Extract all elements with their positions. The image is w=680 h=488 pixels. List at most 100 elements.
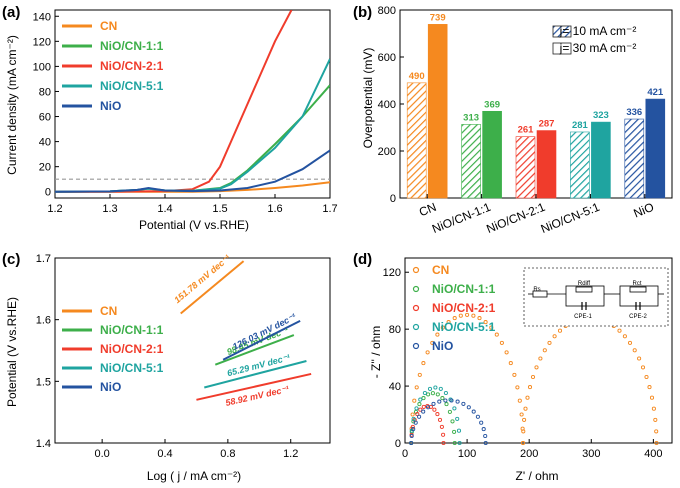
panel-d-point (632, 348, 637, 353)
panel-d-point (654, 440, 659, 446)
panel-d-point (517, 398, 522, 403)
panel-d-point (413, 420, 418, 425)
panel-d-point (421, 361, 426, 366)
panel-a-legend-nio: NiO (100, 99, 121, 113)
panel-d-point (452, 440, 457, 446)
panel-d-point (417, 414, 422, 419)
panel-d-point (523, 406, 528, 411)
panel-b-value-label: 281 (572, 120, 589, 131)
panel-d-point (481, 427, 486, 432)
panel-d-point (527, 385, 533, 390)
panel-d-point (418, 407, 423, 412)
panel-d-ylabel: - Z'' / ohm (369, 326, 383, 379)
panel-d-point (430, 391, 435, 396)
panel-c-legend-nio-cn-2-1: NiO/CN-2:1 (100, 342, 164, 356)
panel-b-label: (b) (353, 4, 372, 21)
panel-c-xlabel: Log ( j / mA cm⁻²) (147, 469, 241, 483)
inset-rct-label: Rct (633, 281, 642, 287)
panel-d-point (440, 325, 445, 330)
panel-d-point (418, 397, 423, 402)
panel-b-ytick-label: 200 (378, 146, 396, 158)
panel-d-point (437, 417, 443, 422)
panel-c-series-nio-cn-5-1 (204, 360, 307, 389)
panel-d-point (644, 374, 649, 380)
panel-c-series-cn (180, 260, 245, 315)
panel-d-point (456, 428, 462, 433)
panel-b-ytick-label: 0 (390, 193, 396, 205)
panel-d-point (435, 412, 440, 417)
panel-d-point (410, 424, 415, 429)
panel-c-xtick-label: 1.2 (283, 448, 298, 460)
panel-d-point (426, 392, 431, 397)
panel-a-xtick-label: 1.6 (267, 203, 282, 215)
panel-d-legend-nio-cn-5-1: NiO/CN-5:1 (432, 320, 496, 334)
panel-d-point (433, 385, 438, 390)
panel-b-bar-nio-cn-5-1-j10 (570, 131, 590, 199)
panel-d-point (411, 427, 416, 432)
panel-b-value-label: 739 (430, 12, 446, 23)
panel-d-xtick-label: 400 (644, 448, 662, 460)
panel-d-legend-marker-cn (412, 266, 420, 274)
panel-d-frame (404, 257, 673, 444)
panel-d-xtick-label: 200 (520, 448, 538, 460)
panel-d-xtick-label: 100 (458, 448, 476, 460)
panel-a-series-nio (55, 149, 330, 193)
panel-d-point (521, 429, 526, 434)
panel-d-point (450, 419, 455, 424)
inset-cpe1-label: CPE-1 (574, 314, 592, 320)
panel-d-point (443, 398, 448, 403)
panel-d-point (530, 374, 536, 380)
panel-c-xtick-label: 0.8 (220, 448, 235, 460)
panel-a-legend-nio-cn-5-1: NiO/CN-5:1 (100, 79, 164, 93)
panel-d-point (422, 390, 427, 396)
panel-a-series-nio-cn-5-1 (55, 58, 330, 193)
chart-layer: 1.2 1.3 1.4 1.5 1.6 1.7020406080100120140CNNi… (33, 5, 673, 460)
panel-a-ytick-label: 60 (39, 112, 51, 124)
panel-d-point (440, 396, 445, 401)
panel-c-series-nio-cn-2-1 (196, 372, 312, 401)
panel-d-point (465, 312, 470, 317)
panel-d-point (552, 334, 557, 339)
panel-d-xtick-label: 300 (582, 448, 600, 460)
panel-d-point (409, 433, 414, 439)
panel-d-point (455, 399, 460, 404)
panel-b-legend-2: j= 30 mA cm⁻² (559, 41, 637, 55)
panel-c-ytick-label: 1.7 (36, 253, 51, 265)
panel-c-legend-cn: CN (100, 304, 117, 318)
panel-d-point (542, 348, 547, 353)
panel-b-bar-nio-cn-5-1-j30 (591, 121, 611, 199)
panel-d-point (431, 401, 436, 406)
panel-b-category-nio-cn-5-1: NiO/CN-5:1 (539, 200, 602, 236)
panel-d-point (410, 412, 415, 417)
panel-d-point (409, 440, 414, 446)
panel-d-point (622, 334, 627, 339)
panel-d-point (499, 340, 504, 345)
panel-a-xtick-label: 1.7 (322, 203, 337, 215)
panel-b-category-nio-cn-1-1: NiO/CN-1:1 (430, 200, 493, 236)
panel-b-legend-plain-swatch (552, 42, 572, 55)
panel-d-point (512, 372, 517, 377)
panel-d-point (483, 440, 488, 446)
inset-rs-label: Rs (533, 287, 540, 293)
panel-b-bar-nio-cn-2-1-j10 (515, 136, 536, 199)
panel-d-point (471, 313, 476, 318)
panel-d-legend-marker-nio (412, 342, 420, 350)
panel-d-point (477, 316, 482, 321)
panel-d-point (483, 320, 488, 325)
panel-d-point (508, 361, 513, 366)
panel-d-point (437, 399, 442, 404)
panel-d-point (443, 390, 448, 396)
panel-d-point (417, 402, 422, 407)
panel-d-point (649, 395, 655, 400)
panel-a-ylabel: Current density (mA cm⁻²) (5, 35, 19, 175)
panel-b-ytick-label: 800 (378, 5, 396, 17)
panel-d-point (452, 429, 457, 434)
panel-d-point (471, 409, 476, 414)
panel-d-point (441, 440, 446, 446)
panel-b-value-label: 336 (626, 107, 642, 118)
panel-d-point (415, 412, 420, 417)
panel-a-legend-cn: CN (100, 19, 117, 33)
panel-d-point (525, 395, 530, 400)
panel-d-point (447, 409, 452, 414)
inset-rdiff-resistor (575, 286, 593, 293)
